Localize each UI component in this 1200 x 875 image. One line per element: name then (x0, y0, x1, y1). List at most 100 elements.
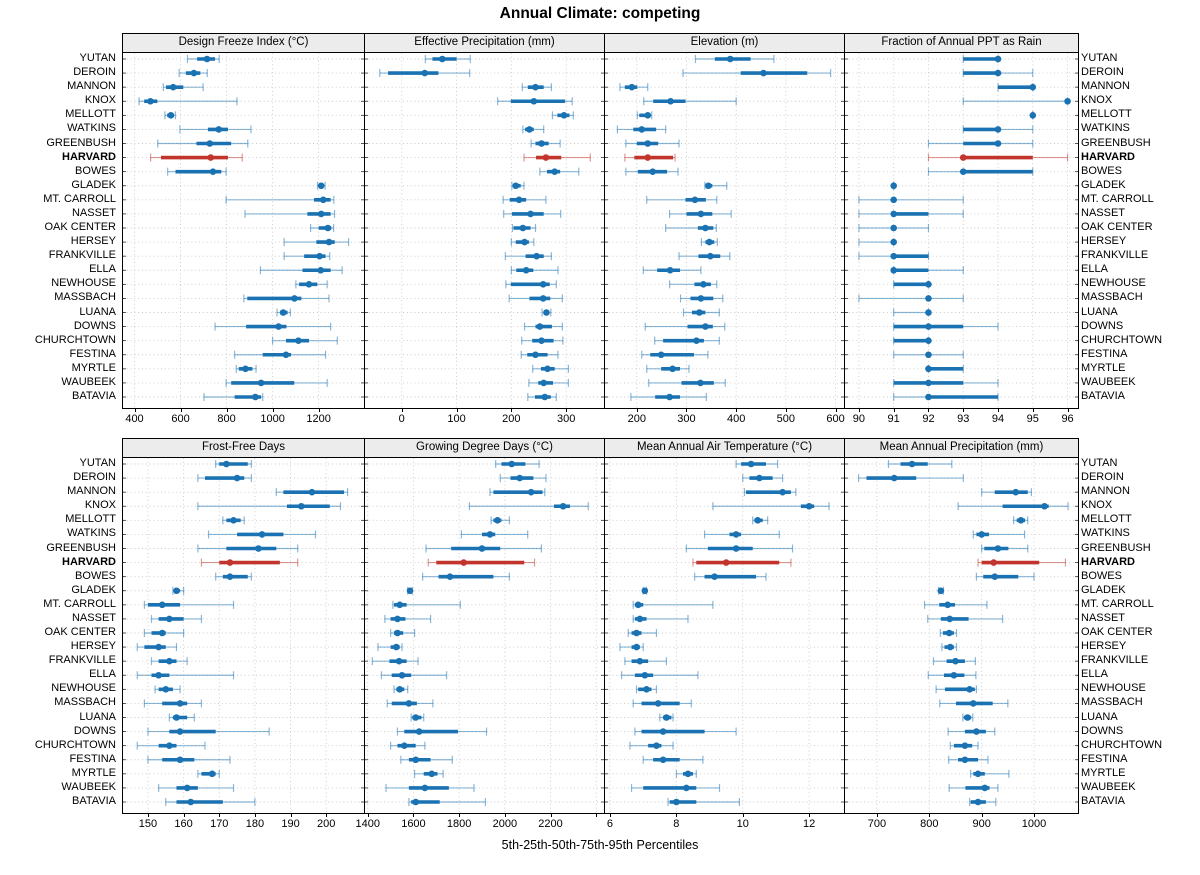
site-label: FESTINA (1081, 752, 1128, 765)
site-label: FRANKVILLE (1081, 654, 1149, 667)
site-label: YUTAN (1081, 457, 1118, 469)
x-axis-tick-label: 500 (776, 413, 796, 425)
x-axis-tick-label: 94 (991, 413, 1005, 425)
panel-strip: Mean Annual Air Temperature (°C) (605, 439, 844, 458)
site-label: HARVARD (62, 150, 116, 163)
x-axis-design-freeze-index: 400 600 800 1000 1200 (122, 408, 365, 426)
x-axis-tick-label: 600 (171, 413, 190, 425)
site-label: FRANKVILLE (48, 654, 116, 667)
panel-strip: Elevation (m) (605, 34, 844, 53)
site-label: GLADEK (71, 178, 116, 191)
site-label: FRANKVILLE (48, 249, 116, 262)
site-label: NASSET (71, 611, 116, 624)
panel-plot (123, 458, 364, 813)
panel-strip: Growing Degree Days (°C) (365, 439, 604, 458)
panel-strip-title: Effective Precipitation (mm) (414, 36, 555, 48)
site-label: MASSBACH (1081, 291, 1143, 304)
panel-mean-annual-precipitation: Mean Annual Precipitation (mm) (844, 438, 1079, 814)
x-axis-tick (785, 408, 787, 412)
x-axis-tick-label: 10 (736, 818, 749, 830)
x-axis-tick-label: 700 (867, 818, 887, 830)
x-axis-tick (147, 813, 149, 817)
x-axis-fraction-ppt-rain: 90 91 92 93 94 95 96 (844, 408, 1079, 426)
site-label: MASSBACH (54, 696, 116, 709)
site-label: LUANA (79, 710, 116, 723)
site-label: KNOX (84, 499, 116, 512)
site-label: MT. CARROLL (1081, 597, 1154, 610)
x-axis-tick (290, 813, 292, 817)
site-label: YUTAN (79, 457, 116, 469)
x-axis-frost-free-days: 150 160 170 180 190 200 (122, 813, 365, 831)
site-label: FRANKVILLE (1081, 249, 1149, 262)
site-label: DOWNS (73, 724, 116, 737)
site-label: DEROIN (1081, 66, 1124, 79)
site-label: GLADEK (1081, 178, 1126, 191)
site-label: WATKINS (1081, 122, 1130, 135)
site-label: HERSEY (70, 640, 116, 653)
x-axis-tick-label: 400 (125, 413, 144, 425)
site-label: MYRTLE (1081, 361, 1126, 374)
panel-strip: Design Freeze Index (°C) (123, 34, 364, 53)
site-label: BATAVIA (1081, 795, 1126, 807)
x-axis-tick-label: 160 (174, 818, 193, 830)
site-label: MELLOTT (65, 513, 116, 526)
x-axis-tick-label: 12 (803, 818, 816, 830)
site-label: DEROIN (73, 66, 116, 79)
site-label: GLADEK (71, 583, 116, 596)
panel-plot (605, 458, 844, 813)
panel-strip-title: Frost-Free Days (201, 441, 286, 453)
panel-strip-title: Mean Annual Air Temperature (°C) (636, 441, 813, 453)
panel-elevation: Elevation (m) (604, 33, 845, 409)
panel-strip: Frost-Free Days (123, 439, 364, 458)
x-axis-tick-label: 96 (1061, 413, 1074, 425)
x-axis-tick-label: 95 (1026, 413, 1039, 425)
x-axis-tick (254, 813, 256, 817)
site-label: CHURCHTOWN (1081, 738, 1163, 751)
x-axis-tick (963, 408, 965, 412)
x-axis-tick (511, 408, 513, 412)
site-label: MASSBACH (1081, 696, 1143, 709)
panel-strip-title: Design Freeze Index (°C) (178, 36, 309, 48)
x-axis-tick-label: 400 (726, 413, 746, 425)
site-label: YUTAN (79, 52, 116, 64)
x-axis-tick (809, 813, 811, 817)
x-axis-tick (504, 813, 506, 817)
site-label: WATKINS (67, 527, 116, 540)
site-label: ELLA (89, 668, 116, 681)
site-label: HARVARD (1081, 555, 1135, 568)
site-label: WAUBEEK (1081, 375, 1136, 388)
site-labels-right-top: YUTAN DEROIN MANNON KNOX MELLOTT WATKINS GREEN… (1081, 52, 1200, 407)
site-labels-left-bottom: YUTAN DEROIN MANNON KNOX MELLOTT WATKINS GREEN… (0, 457, 116, 812)
site-label: ELLA (89, 263, 116, 276)
x-axis-tick-label: 92 (922, 413, 935, 425)
x-axis-tick (928, 408, 930, 412)
site-label: WAUBEEK (61, 375, 116, 388)
x-axis-tick-label: 900 (972, 818, 991, 830)
panel-plot (365, 458, 604, 813)
site-label: BOWES (1081, 164, 1122, 177)
site-label: DEROIN (1081, 471, 1124, 484)
x-axis-tick-label: 2000 (492, 818, 518, 830)
x-axis-tick-label: 2200 (538, 818, 563, 830)
site-label: LUANA (1081, 305, 1118, 318)
x-axis-tick-label: 6 (606, 818, 614, 830)
site-label: NASSET (1081, 206, 1126, 219)
site-label: MELLOTT (1081, 108, 1132, 121)
x-axis-tick (318, 408, 320, 412)
panel-strip-title: Elevation (m) (690, 36, 759, 48)
panel-growing-degree-days: Growing Degree Days (°C) (364, 438, 605, 814)
x-axis-tick (835, 408, 837, 412)
x-axis-tick (183, 813, 185, 817)
x-axis-tick (1034, 813, 1036, 817)
panel-plot (845, 53, 1078, 408)
x-axis-tick-label: 1000 (1021, 818, 1047, 830)
x-axis-tick (367, 813, 369, 817)
panel-strip-title: Fraction of Annual PPT as Rain (881, 36, 1042, 48)
site-label: NEWHOUSE (51, 682, 116, 695)
site-label: FESTINA (69, 347, 116, 360)
chart-title: Annual Climate: competing (499, 5, 701, 22)
x-axis-tick (981, 813, 983, 817)
x-axis-tick-label: 0 (398, 413, 405, 425)
x-axis-tick-label: 800 (920, 818, 939, 830)
site-label: OAK CENTER (44, 221, 116, 233)
